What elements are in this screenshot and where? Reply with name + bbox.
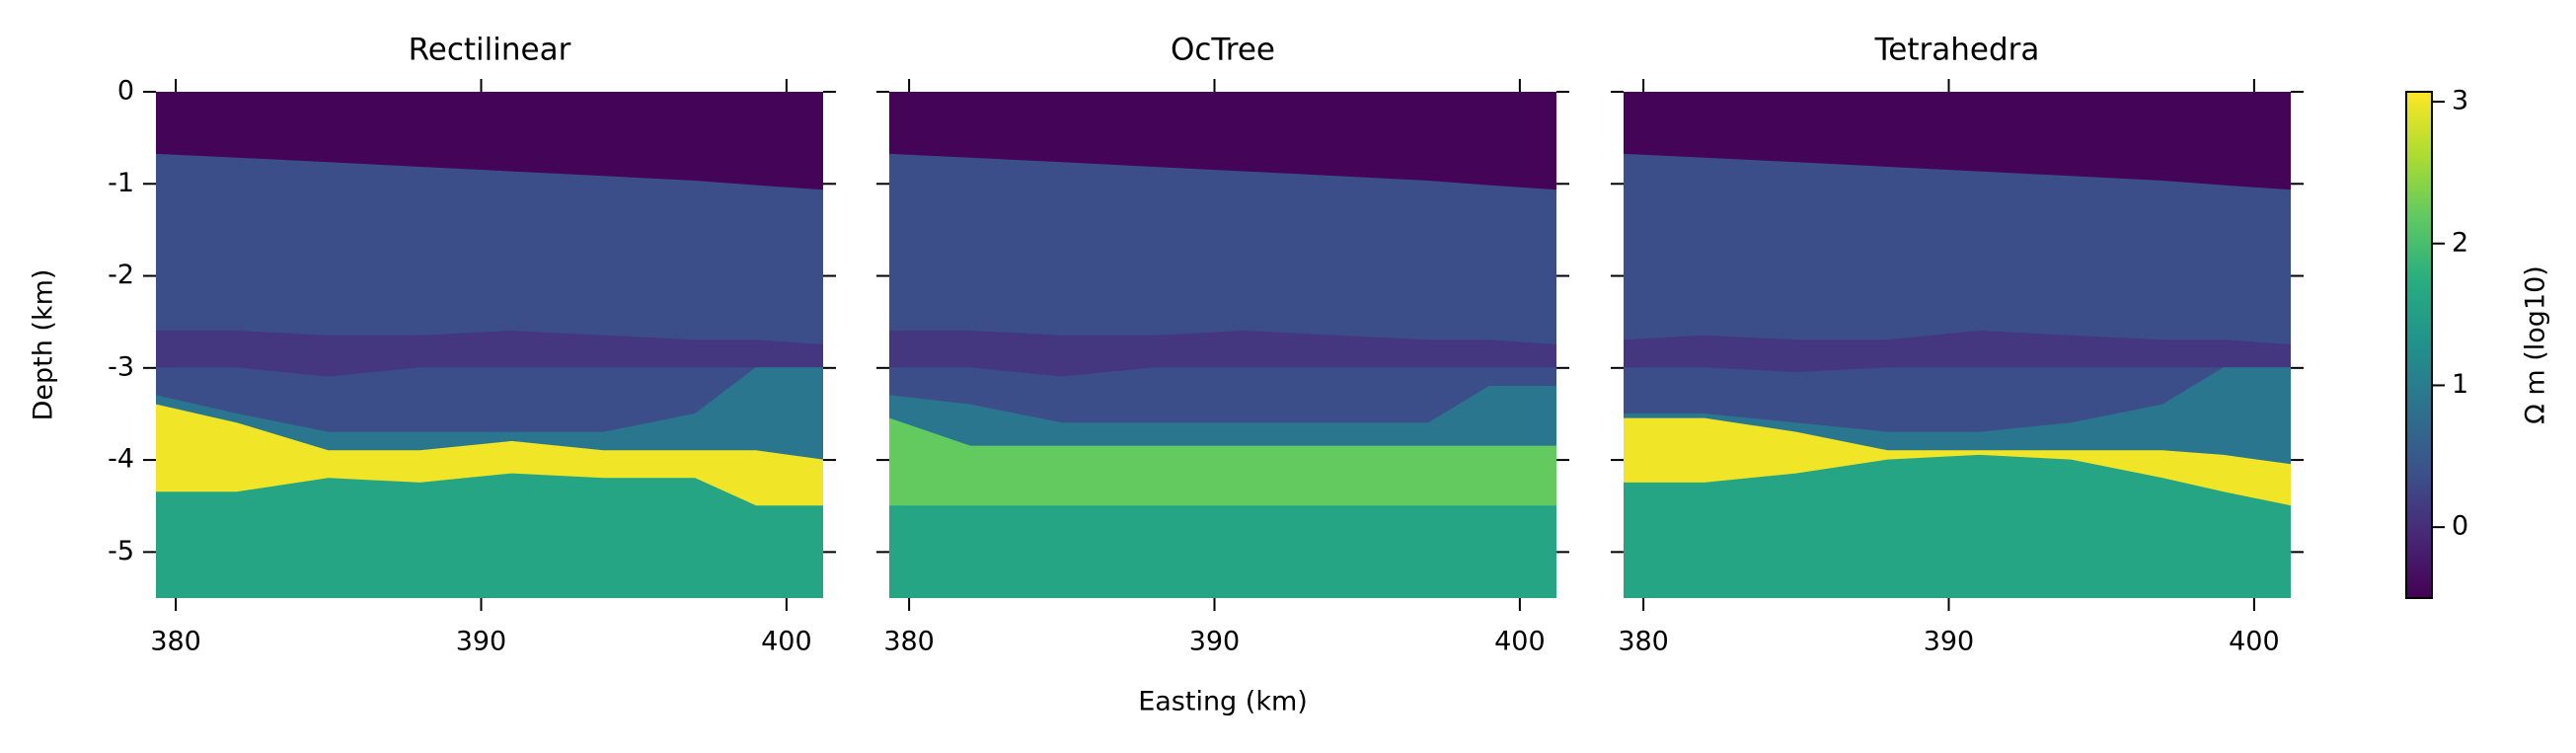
colorbar-tick-label: 1 bbox=[2452, 369, 2468, 400]
resistivity-layer bbox=[1624, 454, 2291, 598]
x-tick-label: 380 bbox=[883, 627, 935, 657]
y-axis-label: Depth (km) bbox=[29, 269, 59, 421]
x-tick-label: 400 bbox=[2229, 627, 2280, 657]
y-tick-label: -4 bbox=[108, 444, 134, 475]
y-tick-label: 0 bbox=[117, 76, 134, 107]
x-tick-label: 380 bbox=[150, 627, 201, 657]
colorbar bbox=[2405, 91, 2433, 599]
colorbar-tick-label: 0 bbox=[2452, 511, 2468, 542]
x-tick-label: 390 bbox=[1924, 627, 1975, 657]
y-tick-label: -1 bbox=[108, 168, 134, 198]
y-tick-label: -3 bbox=[108, 351, 134, 382]
panel bbox=[156, 92, 823, 598]
x-tick-label: 400 bbox=[1494, 627, 1546, 657]
colorbar-tick-label: 2 bbox=[2452, 227, 2468, 258]
x-axis-label: Easting (km) bbox=[1138, 687, 1308, 717]
y-tick-label: -5 bbox=[108, 536, 134, 566]
colorbar-tick-label: 3 bbox=[2452, 86, 2468, 116]
x-tick-label: 390 bbox=[456, 627, 507, 657]
x-tick-label: 380 bbox=[1618, 627, 1669, 657]
y-tick-label: -2 bbox=[108, 260, 134, 290]
panel-title: Rectilinear bbox=[409, 33, 571, 68]
resistivity-layer bbox=[889, 505, 1556, 598]
panel-title: OcTree bbox=[1171, 33, 1275, 68]
colorbar-label: Ω m (log10) bbox=[2521, 265, 2551, 424]
panel bbox=[889, 92, 1556, 598]
panel bbox=[1624, 92, 2291, 598]
panel-title: Tetrahedra bbox=[1874, 33, 2040, 68]
resistivity-layer bbox=[156, 473, 823, 598]
x-tick-label: 390 bbox=[1189, 627, 1241, 657]
x-tick-label: 400 bbox=[761, 627, 812, 657]
